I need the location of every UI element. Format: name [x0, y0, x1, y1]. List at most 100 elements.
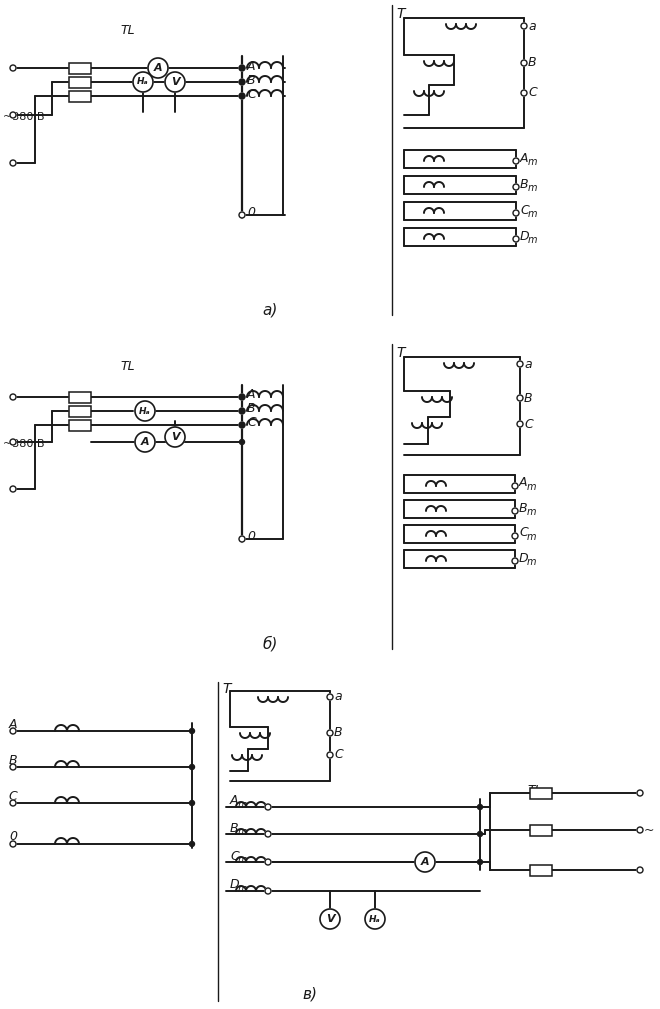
- Text: A: A: [420, 857, 429, 867]
- Text: V: V: [171, 432, 180, 442]
- Circle shape: [477, 804, 482, 809]
- Circle shape: [240, 423, 244, 428]
- Text: Hₐ: Hₐ: [369, 914, 381, 923]
- Circle shape: [637, 827, 643, 833]
- Text: C: C: [247, 417, 256, 430]
- Bar: [69, 420, 91, 431]
- Text: TL: TL: [121, 23, 135, 36]
- Text: T: T: [396, 7, 405, 21]
- Circle shape: [189, 765, 195, 770]
- Text: V: V: [325, 914, 335, 924]
- Circle shape: [10, 65, 16, 71]
- Text: a: a: [524, 357, 531, 370]
- Text: C: C: [520, 204, 529, 217]
- Circle shape: [512, 533, 518, 539]
- Circle shape: [521, 90, 527, 96]
- Circle shape: [320, 909, 340, 929]
- Text: V: V: [171, 77, 180, 87]
- Circle shape: [477, 860, 482, 865]
- Text: TL: TL: [121, 360, 135, 373]
- Text: в): в): [302, 987, 317, 1002]
- Text: B: B: [9, 754, 17, 767]
- Circle shape: [165, 427, 185, 447]
- Circle shape: [265, 859, 271, 865]
- Text: a: a: [334, 690, 342, 703]
- Circle shape: [637, 867, 643, 873]
- Circle shape: [521, 60, 527, 66]
- Circle shape: [327, 730, 333, 736]
- Circle shape: [265, 831, 271, 837]
- Circle shape: [10, 800, 16, 806]
- Text: B: B: [528, 57, 537, 70]
- Text: m: m: [527, 532, 537, 542]
- Circle shape: [239, 79, 245, 85]
- Text: A: A: [520, 151, 529, 164]
- Text: A: A: [9, 717, 17, 731]
- Circle shape: [265, 804, 271, 810]
- Circle shape: [189, 800, 195, 805]
- Text: TL: TL: [528, 785, 543, 797]
- Circle shape: [240, 409, 244, 414]
- Text: D: D: [520, 229, 529, 242]
- Text: m: m: [528, 157, 537, 167]
- Text: D: D: [519, 552, 529, 564]
- Bar: [530, 865, 552, 876]
- Text: B: B: [520, 178, 529, 191]
- Text: 0: 0: [247, 207, 255, 220]
- Text: ~: ~: [644, 823, 655, 836]
- Circle shape: [327, 694, 333, 700]
- Text: m: m: [238, 884, 248, 894]
- Text: Hₐ: Hₐ: [137, 78, 148, 87]
- Text: a: a: [528, 19, 536, 32]
- Circle shape: [517, 421, 523, 427]
- Text: B: B: [524, 391, 533, 405]
- Bar: [69, 91, 91, 102]
- Circle shape: [165, 72, 185, 92]
- Text: B: B: [247, 74, 255, 87]
- Text: m: m: [527, 482, 537, 492]
- Text: B: B: [519, 501, 527, 515]
- Circle shape: [513, 210, 519, 216]
- Bar: [530, 787, 552, 798]
- Circle shape: [10, 486, 16, 492]
- Circle shape: [637, 790, 643, 796]
- Text: а): а): [262, 303, 278, 318]
- Circle shape: [239, 536, 245, 542]
- Text: m: m: [528, 209, 537, 219]
- Circle shape: [239, 422, 245, 428]
- Circle shape: [477, 831, 482, 836]
- Circle shape: [517, 395, 523, 401]
- Text: C: C: [334, 749, 343, 762]
- Bar: [530, 824, 552, 835]
- Circle shape: [240, 395, 244, 400]
- Circle shape: [10, 439, 16, 445]
- Circle shape: [512, 508, 518, 514]
- Circle shape: [239, 408, 245, 414]
- Text: 0: 0: [247, 531, 255, 544]
- Circle shape: [512, 483, 518, 489]
- Text: A: A: [519, 476, 527, 489]
- Text: A: A: [247, 388, 255, 402]
- Circle shape: [10, 394, 16, 400]
- Text: A: A: [247, 60, 255, 73]
- Bar: [69, 391, 91, 403]
- Circle shape: [148, 58, 168, 78]
- Text: T: T: [396, 346, 405, 360]
- Circle shape: [240, 94, 244, 99]
- Circle shape: [239, 93, 245, 99]
- Text: C: C: [524, 418, 533, 431]
- Circle shape: [517, 361, 523, 367]
- Text: A: A: [154, 63, 162, 73]
- Text: C: C: [528, 87, 537, 100]
- Text: C: C: [9, 789, 17, 802]
- Circle shape: [521, 23, 527, 29]
- Text: ~380 В: ~380 В: [3, 439, 44, 449]
- Text: m: m: [528, 235, 537, 245]
- Text: m: m: [238, 800, 248, 810]
- Text: ~380 В: ~380 В: [3, 112, 44, 122]
- Circle shape: [10, 160, 16, 166]
- Circle shape: [513, 158, 519, 164]
- Circle shape: [189, 728, 195, 734]
- Text: C: C: [519, 527, 528, 540]
- Text: B: B: [334, 726, 343, 740]
